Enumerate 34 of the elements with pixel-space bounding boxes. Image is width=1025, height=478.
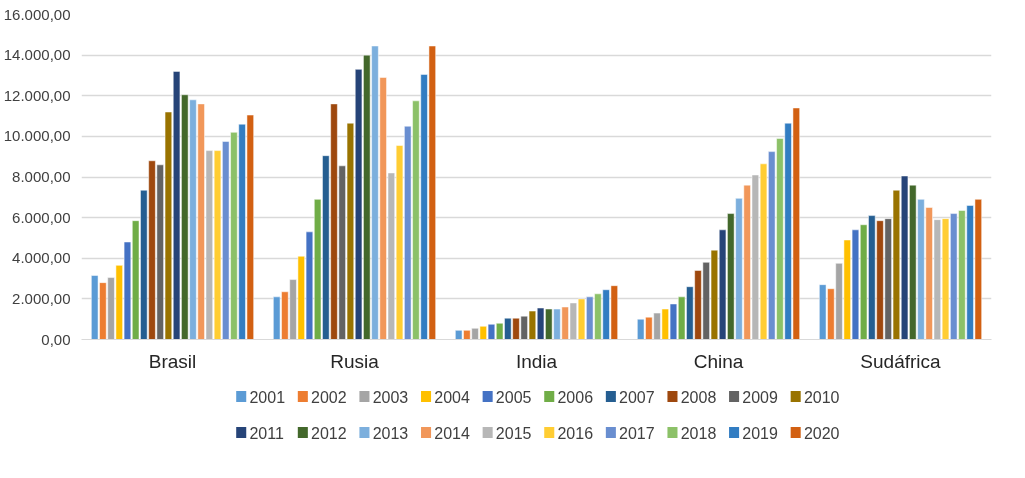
x-tick-label: Rusia	[330, 350, 380, 372]
legend-label: 2011	[249, 424, 284, 442]
legend-label: 2002	[311, 388, 347, 406]
legend-label: 2004	[434, 388, 470, 406]
y-tick-label: 0,00	[41, 330, 71, 348]
legend-label: 2003	[372, 388, 409, 406]
legend-label: 2019	[742, 424, 778, 442]
legend-label: 2010	[803, 388, 840, 406]
legend-label: 2007	[619, 388, 655, 406]
legend-label: 2009	[742, 388, 778, 406]
legend-label: 2012	[311, 424, 347, 442]
x-tick-label: India	[515, 350, 558, 372]
x-tick-label: Sudáfrica	[860, 350, 942, 372]
y-tick-label: 16.000,00	[3, 5, 71, 23]
legend-label: 2017	[619, 424, 655, 442]
y-tick-label: 6.000,00	[12, 208, 71, 226]
legend-label: 2006	[557, 388, 594, 406]
legend-label: 2008	[680, 388, 717, 406]
legend-label: 2005	[495, 388, 532, 406]
y-tick-label: 2.000,00	[12, 289, 71, 307]
legend-label: 2015	[495, 424, 532, 442]
legend-label: 2001	[249, 388, 286, 406]
y-tick-label: 14.000,00	[3, 46, 71, 64]
y-tick-label: 8.000,00	[12, 168, 71, 185]
legend-label: 2014	[434, 424, 470, 442]
legend-label: 2013	[372, 424, 409, 442]
legend-label: 2016	[557, 424, 594, 442]
x-tick-label: China	[693, 350, 744, 372]
y-tick-label: 4.000,00	[12, 249, 71, 267]
legend-label: 2018	[680, 424, 717, 442]
y-tick-label: 10.000,00	[3, 127, 71, 145]
legend-label: 2020	[803, 424, 840, 442]
x-tick-label: Brasil	[148, 350, 197, 372]
y-tick-label: 12.000,00	[3, 86, 71, 104]
